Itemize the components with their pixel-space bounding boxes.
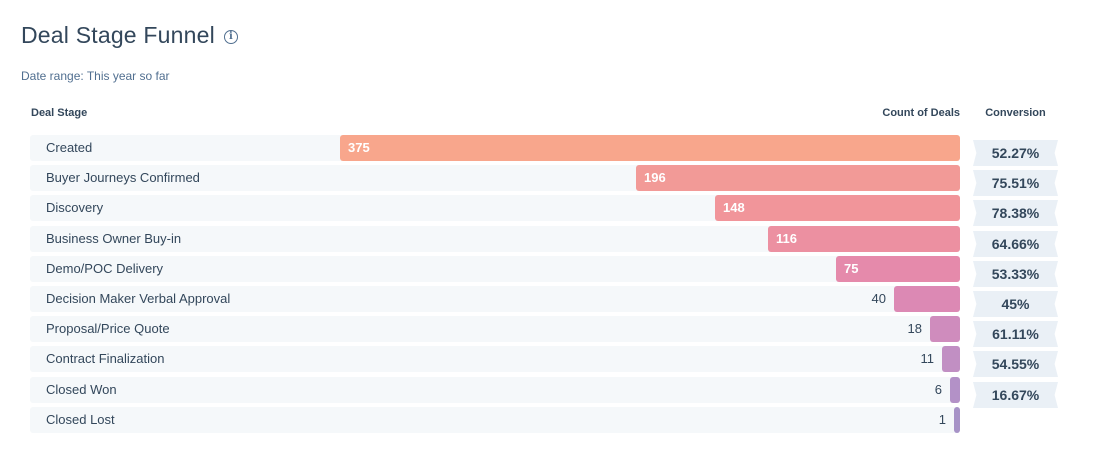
bar-value-label: 196 xyxy=(644,170,666,185)
funnel-row[interactable]: Discovery 148 xyxy=(30,195,960,221)
date-range-label: Date range: This year so far xyxy=(21,69,170,83)
funnel-bar[interactable] xyxy=(954,407,960,433)
stage-label: Proposal/Price Quote xyxy=(46,321,170,336)
conversion-badge: 61.11% xyxy=(973,321,1058,347)
stage-label: Created xyxy=(46,140,93,155)
bar-value-label: 1 xyxy=(938,412,946,427)
conversion-badge: 52.27% xyxy=(973,140,1058,166)
count-of-deals-header: Count of Deals xyxy=(882,107,960,119)
funnel-bar[interactable] xyxy=(930,316,960,342)
funnel-bar[interactable] xyxy=(942,346,960,372)
funnel-row[interactable]: Proposal/Price Quote 18 xyxy=(30,316,960,342)
stage-label: Closed Lost xyxy=(46,412,115,427)
funnel-bar[interactable]: 116 xyxy=(768,226,960,252)
bar-value-label: 116 xyxy=(776,231,797,246)
stage-label: Contract Finalization xyxy=(46,351,165,366)
stage-label: Demo/POC Delivery xyxy=(46,261,164,276)
funnel-bar[interactable]: 75 xyxy=(836,256,960,282)
funnel-row[interactable]: Decision Maker Verbal Approval 40 xyxy=(30,286,960,312)
bar-value-label: 375 xyxy=(348,140,370,155)
bar-value-label: 11 xyxy=(920,351,935,366)
funnel-row[interactable]: Business Owner Buy-in 116 xyxy=(30,226,960,252)
stage-label: Discovery xyxy=(46,200,104,215)
deal-stage-header: Deal Stage xyxy=(31,107,88,119)
bar-value-label: 6 xyxy=(934,382,942,397)
funnel-bar[interactable]: 375 xyxy=(340,135,960,161)
funnel-bar[interactable] xyxy=(950,377,960,403)
conversion-badge: 64.66% xyxy=(973,231,1058,257)
conversion-header: Conversion xyxy=(985,107,1046,119)
conversion-badge: 53.33% xyxy=(973,261,1058,287)
bar-value-label: 75 xyxy=(844,261,859,276)
funnel-row[interactable]: Demo/POC Delivery 75 xyxy=(30,256,960,282)
conversion-badge: 78.38% xyxy=(973,200,1058,226)
funnel-row[interactable]: Buyer Journeys Confirmed 196 xyxy=(30,165,960,191)
chart-title: Deal Stage Funnel xyxy=(21,22,215,48)
conversion-badge: 75.51% xyxy=(973,170,1058,196)
conversion-badge: 16.67% xyxy=(973,382,1058,408)
stage-label: Buyer Journeys Confirmed xyxy=(46,170,200,185)
stage-label: Decision Maker Verbal Approval xyxy=(46,291,231,306)
funnel-row[interactable]: Created 375 xyxy=(30,135,960,161)
funnel-row[interactable]: Contract Finalization 11 xyxy=(30,346,960,372)
funnel-bar[interactable] xyxy=(894,286,960,312)
title-row: Deal Stage Funnel i xyxy=(21,22,238,49)
conversion-badge: 54.55% xyxy=(973,351,1058,377)
bar-value-label: 40 xyxy=(871,291,886,306)
funnel-bar[interactable]: 196 xyxy=(636,165,960,191)
stage-label: Closed Won xyxy=(46,382,117,397)
conversion-badge: 45% xyxy=(973,291,1058,317)
funnel-bar[interactable]: 148 xyxy=(715,195,960,221)
info-icon[interactable]: i xyxy=(223,30,238,44)
funnel-row[interactable]: Closed Lost 1 xyxy=(30,407,960,433)
stage-label: Business Owner Buy-in xyxy=(46,231,182,246)
bar-value-label: 148 xyxy=(723,200,745,215)
funnel-row[interactable]: Closed Won 6 xyxy=(30,377,960,403)
bar-value-label: 18 xyxy=(907,321,922,336)
